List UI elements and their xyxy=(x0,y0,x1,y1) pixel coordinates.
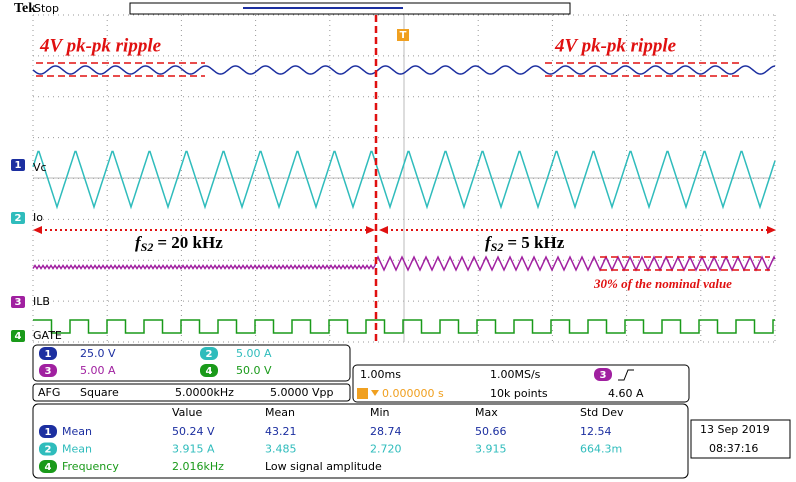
meas-header: Mean xyxy=(265,406,295,419)
meas-value: 50.66 xyxy=(475,425,507,438)
meas-value: 2.016kHz xyxy=(172,460,224,473)
meas-value: 664.3m xyxy=(580,443,622,456)
freq-subscript: S2 xyxy=(491,240,504,254)
acq-state: Stop xyxy=(34,2,59,15)
nominal-label: 30% of the nominal value xyxy=(593,276,732,291)
meas-channel: 2 xyxy=(45,445,52,456)
ch-number: 3 xyxy=(45,366,52,377)
freq-equation: = 5 kHz xyxy=(507,233,564,252)
oscilloscope-screen: Tek Stop T 4V pk-pk ripple 4V pk-pk ripp… xyxy=(0,0,796,482)
ch-number: 4 xyxy=(15,331,22,342)
freq-label: fS2= 20 kHz xyxy=(135,233,223,254)
trig-pos-icon xyxy=(357,388,368,399)
ch-number: 2 xyxy=(15,213,22,224)
meas-value: 50.24 V xyxy=(172,425,215,438)
ch-number: 3 xyxy=(15,297,22,308)
meas-value: 3.915 A xyxy=(172,443,215,456)
ripple-label: 4V pk-pk ripple xyxy=(39,35,162,56)
meas-value: 43.21 xyxy=(265,425,297,438)
meas-channel: 1 xyxy=(45,427,52,438)
afg-label: AFG xyxy=(38,386,60,399)
ch-number: 1 xyxy=(45,349,52,360)
brand: Tek xyxy=(14,1,36,16)
meas-header: Max xyxy=(475,406,498,419)
meas-name: Mean xyxy=(62,443,92,456)
meas-name: Frequency xyxy=(62,460,119,473)
trigger-source: 3 xyxy=(600,370,607,381)
trigger-marker: T xyxy=(400,30,407,41)
time: 08:37:16 xyxy=(709,442,758,455)
ch-scale: 5.00 A xyxy=(236,347,272,360)
annotation-lines xyxy=(36,15,770,345)
meas-value: 3.485 xyxy=(265,443,297,456)
afg-amplitude: 5.0000 Vpp xyxy=(270,386,333,399)
ch-scale: 50.0 V xyxy=(236,364,272,377)
graticule xyxy=(33,15,775,342)
channel-markers: 1 Vc 2 Io 3 ILB 4 GATE xyxy=(11,159,62,342)
ch-label: ILB xyxy=(33,295,50,308)
ch-number: 4 xyxy=(206,366,213,377)
afg-frequency: 5.0000kHz xyxy=(175,386,234,399)
date: 13 Sep 2019 xyxy=(700,423,770,436)
ch-number: 1 xyxy=(15,160,22,171)
meas-channel: 4 xyxy=(45,462,52,473)
sample-rate: 1.00MS/s xyxy=(490,368,541,381)
meas-header: Min xyxy=(370,406,390,419)
ch-label: Io xyxy=(33,211,43,224)
meas-name: Mean xyxy=(62,425,92,438)
freq-subscript: S2 xyxy=(141,240,154,254)
trigger-level: 4.60 A xyxy=(608,387,644,400)
meas-value: 28.74 xyxy=(370,425,402,438)
meas-header: Std Dev xyxy=(580,406,624,419)
ripple-label: 4V pk-pk ripple xyxy=(554,35,677,56)
ch-label: Vc xyxy=(33,161,47,174)
meas-header: Value xyxy=(172,406,202,419)
meas-value: 3.915 xyxy=(475,443,507,456)
ch-scale: 25.0 V xyxy=(80,347,116,360)
ch-label: GATE xyxy=(33,329,62,342)
trigger-position: 0.000000 s xyxy=(382,387,444,400)
freq-label: fS2= 5 kHz xyxy=(485,233,565,254)
time-per-div: 1.00ms xyxy=(360,368,401,381)
afg-waveform: Square xyxy=(80,386,119,399)
meas-value: 12.54 xyxy=(580,425,612,438)
ch-number: 2 xyxy=(206,349,213,360)
record-length: 10k points xyxy=(490,387,548,400)
meas-value: 2.720 xyxy=(370,443,402,456)
ch-scale: 5.00 A xyxy=(80,364,116,377)
meas-value: Low signal amplitude xyxy=(265,460,382,473)
freq-equation: = 20 kHz xyxy=(157,233,223,252)
